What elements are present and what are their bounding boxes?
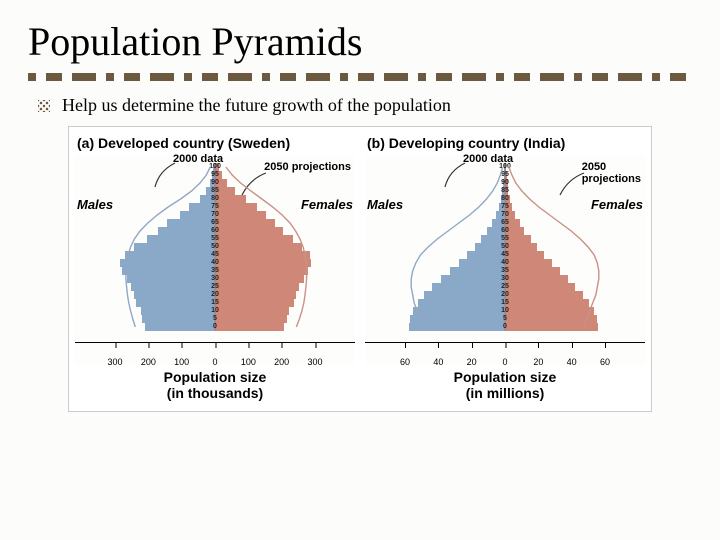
x-tick: 0	[502, 357, 507, 367]
x-tick: 100	[241, 357, 256, 367]
projection-female	[226, 167, 307, 327]
x-axis-label: Population size(in thousands)	[75, 369, 355, 401]
x-axis-label: Population size(in millions)	[365, 369, 645, 401]
projection-female	[509, 167, 599, 327]
bullet-row: Help us determine the future growth of t…	[38, 95, 692, 116]
x-tick: 200	[274, 357, 289, 367]
x-tick: 40	[567, 357, 577, 367]
slide: Population Pyramids Help us determine th…	[0, 0, 720, 540]
panel-b: (b) Developing country (India)MalesFemal…	[365, 133, 645, 401]
panel-title: (b) Developing country (India)	[367, 135, 645, 151]
x-tick: 20	[533, 357, 543, 367]
x-tick: 100	[174, 357, 189, 367]
projection-male	[126, 167, 210, 327]
x-tick: 60	[600, 357, 610, 367]
bullet-icon	[38, 100, 50, 112]
panel-a: (a) Developed country (Sweden)MalesFemal…	[75, 133, 355, 401]
projection-male	[411, 167, 503, 327]
pyramid: 1009590858075706560555045403530252015105…	[115, 163, 315, 333]
x-tick: 0	[212, 357, 217, 367]
projection-overlay	[115, 163, 315, 335]
x-tick: 300	[107, 357, 122, 367]
bullet-text: Help us determine the future growth of t…	[62, 95, 451, 116]
x-tick: 300	[307, 357, 322, 367]
figure: (a) Developed country (Sweden)MalesFemal…	[68, 126, 652, 412]
panel-title: (a) Developed country (Sweden)	[77, 135, 355, 151]
pyramid: 1009590858075706560555045403530252015105…	[405, 163, 605, 333]
x-tick: 200	[141, 357, 156, 367]
males-label: Males	[367, 197, 403, 212]
title-divider	[28, 73, 692, 81]
males-label: Males	[77, 197, 113, 212]
x-tick: 60	[400, 357, 410, 367]
chart-area: MalesFemales2000 data2050 projections100…	[365, 155, 645, 365]
x-tick: 40	[433, 357, 443, 367]
x-tick: 20	[467, 357, 477, 367]
page-title: Population Pyramids	[28, 18, 692, 65]
chart-area: MalesFemales2000 data2050 projections100…	[75, 155, 355, 365]
projection-overlay	[405, 163, 605, 335]
